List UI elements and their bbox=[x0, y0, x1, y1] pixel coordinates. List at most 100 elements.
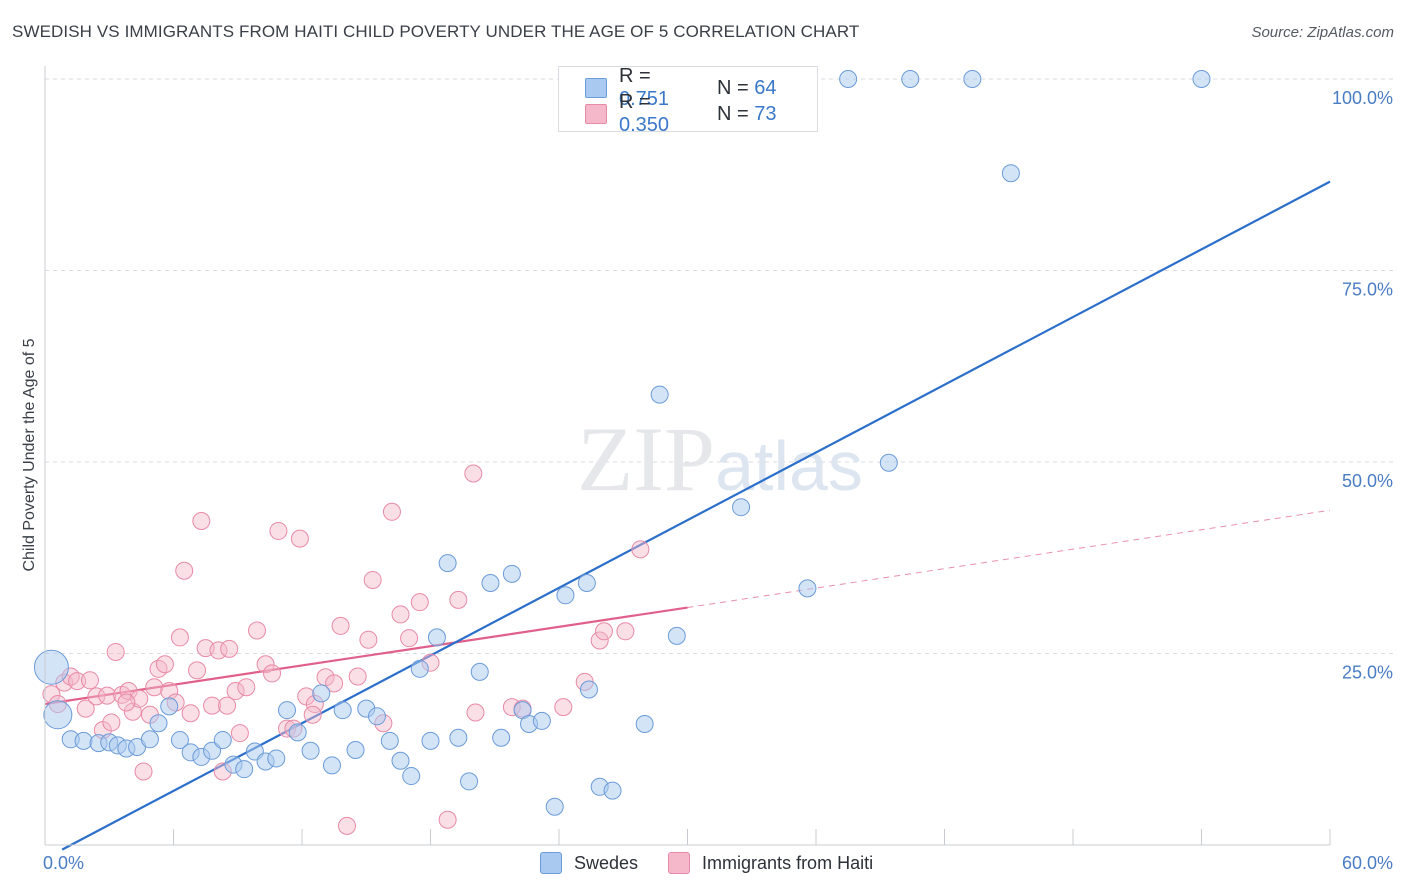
haiti-point bbox=[80, 671, 99, 690]
haiti-point bbox=[76, 699, 95, 718]
swedes-point bbox=[579, 680, 598, 699]
stats-legend: R = 0.751 N = 64 R = 0.350 N = 73 bbox=[558, 65, 818, 136]
grid bbox=[45, 78, 1394, 654]
haiti-point bbox=[220, 639, 239, 658]
legend-r-label: R = bbox=[619, 65, 651, 87]
haiti-point bbox=[149, 659, 168, 678]
haiti-point bbox=[590, 631, 609, 650]
haiti-point bbox=[203, 696, 222, 715]
swedes-point bbox=[798, 579, 817, 598]
swedes-point bbox=[149, 714, 168, 733]
haiti-point bbox=[400, 629, 419, 648]
haiti-point bbox=[290, 529, 309, 548]
swedes-point bbox=[577, 574, 596, 593]
swedes-point bbox=[288, 723, 307, 742]
swedes-swatch bbox=[540, 852, 562, 874]
haiti-point bbox=[449, 590, 468, 609]
haiti-point bbox=[188, 661, 207, 680]
legend-item-swedes[interactable]: Swedes bbox=[540, 852, 638, 874]
haiti-point bbox=[170, 628, 189, 647]
legend-item-haiti[interactable]: Immigrants from Haiti bbox=[668, 852, 873, 874]
haiti-point bbox=[192, 511, 211, 530]
haiti-swatch bbox=[668, 852, 691, 874]
haiti-trend-extension bbox=[687, 509, 1331, 609]
swedes-point bbox=[667, 626, 686, 645]
haiti-point bbox=[438, 810, 457, 829]
swedes-point bbox=[333, 701, 352, 720]
swedes-point bbox=[603, 781, 622, 800]
legend-r-label: R = bbox=[619, 91, 651, 113]
swedes-point bbox=[492, 728, 511, 747]
swedes-point bbox=[1001, 164, 1020, 183]
swedes-point bbox=[380, 731, 399, 750]
haiti-point bbox=[117, 693, 136, 712]
swedes-point bbox=[160, 697, 179, 716]
swedes-point bbox=[43, 700, 73, 730]
haiti-point bbox=[119, 682, 138, 701]
swedes-swatch bbox=[585, 78, 607, 98]
y-axis-label: Child Poverty Under the Age of 5 bbox=[21, 338, 38, 571]
haiti-point bbox=[325, 674, 344, 693]
swedes-point bbox=[481, 574, 500, 593]
haiti-point bbox=[631, 540, 650, 559]
haiti-point bbox=[123, 702, 142, 721]
haiti-point bbox=[98, 686, 117, 705]
swedes-point bbox=[545, 797, 564, 816]
swedes-trend-line bbox=[61, 180, 1331, 851]
swedes-point bbox=[460, 772, 479, 791]
haiti-point bbox=[594, 622, 613, 641]
haiti-point bbox=[134, 762, 153, 781]
haiti-point bbox=[106, 642, 125, 661]
swedes-point bbox=[367, 707, 386, 726]
swedes-point bbox=[391, 751, 410, 770]
haiti-point bbox=[616, 622, 635, 641]
legend-n-value: 73 bbox=[754, 102, 777, 125]
legend-n-value: 64 bbox=[754, 76, 777, 99]
haiti-point bbox=[466, 703, 485, 722]
watermark-zip: ZIP bbox=[577, 408, 715, 510]
swedes-point bbox=[267, 749, 286, 768]
haiti-point bbox=[226, 682, 245, 701]
haiti-point bbox=[337, 816, 356, 835]
swedes-point bbox=[532, 711, 551, 730]
swedes-point bbox=[346, 741, 365, 760]
legend-row-haiti: R = 0.350 N = 73 bbox=[585, 91, 777, 136]
haiti-point bbox=[256, 655, 275, 674]
series-legend: Swedes Immigrants from Haiti bbox=[540, 852, 903, 874]
haiti-point bbox=[102, 713, 121, 732]
axes: 25.0% 50.0% 75.0% 100.0% 0.0% 60.0% bbox=[43, 66, 1393, 873]
x-tick-label: 0.0% bbox=[43, 853, 84, 873]
y-tick-label: 75.0% bbox=[1342, 280, 1393, 300]
swedes-point bbox=[556, 586, 575, 605]
swedes-point bbox=[140, 730, 159, 749]
swedes-point bbox=[235, 760, 254, 779]
swedes-point bbox=[301, 741, 320, 760]
haiti-point bbox=[145, 678, 164, 697]
haiti-point bbox=[303, 705, 322, 724]
haiti-point bbox=[382, 502, 401, 521]
swedes-point bbox=[963, 70, 982, 88]
data-points bbox=[33, 70, 1211, 835]
swedes-point bbox=[732, 498, 751, 517]
haiti-point bbox=[181, 704, 200, 723]
haiti-point bbox=[464, 464, 483, 483]
legend-label-haiti: Immigrants from Haiti bbox=[702, 852, 874, 873]
haiti-point bbox=[391, 605, 410, 624]
legend-n-label: N = bbox=[717, 102, 749, 125]
legend-label-swedes: Swedes bbox=[574, 852, 639, 873]
swedes-point bbox=[449, 728, 468, 747]
haiti-point bbox=[68, 672, 87, 691]
watermark: ZIPatlas bbox=[577, 408, 863, 510]
legend-row-swedes: R = 0.751 N = 64 bbox=[585, 65, 777, 110]
swedes-point bbox=[470, 662, 489, 681]
swedes-point bbox=[203, 741, 222, 760]
swedes-point bbox=[879, 453, 898, 472]
haiti-point bbox=[331, 616, 350, 635]
swedes-point bbox=[322, 756, 341, 775]
haiti-point bbox=[155, 655, 174, 674]
haiti-point bbox=[410, 593, 429, 612]
swedes-point bbox=[901, 70, 920, 88]
haiti-point bbox=[263, 664, 282, 683]
trend-lines bbox=[44, 180, 1331, 851]
